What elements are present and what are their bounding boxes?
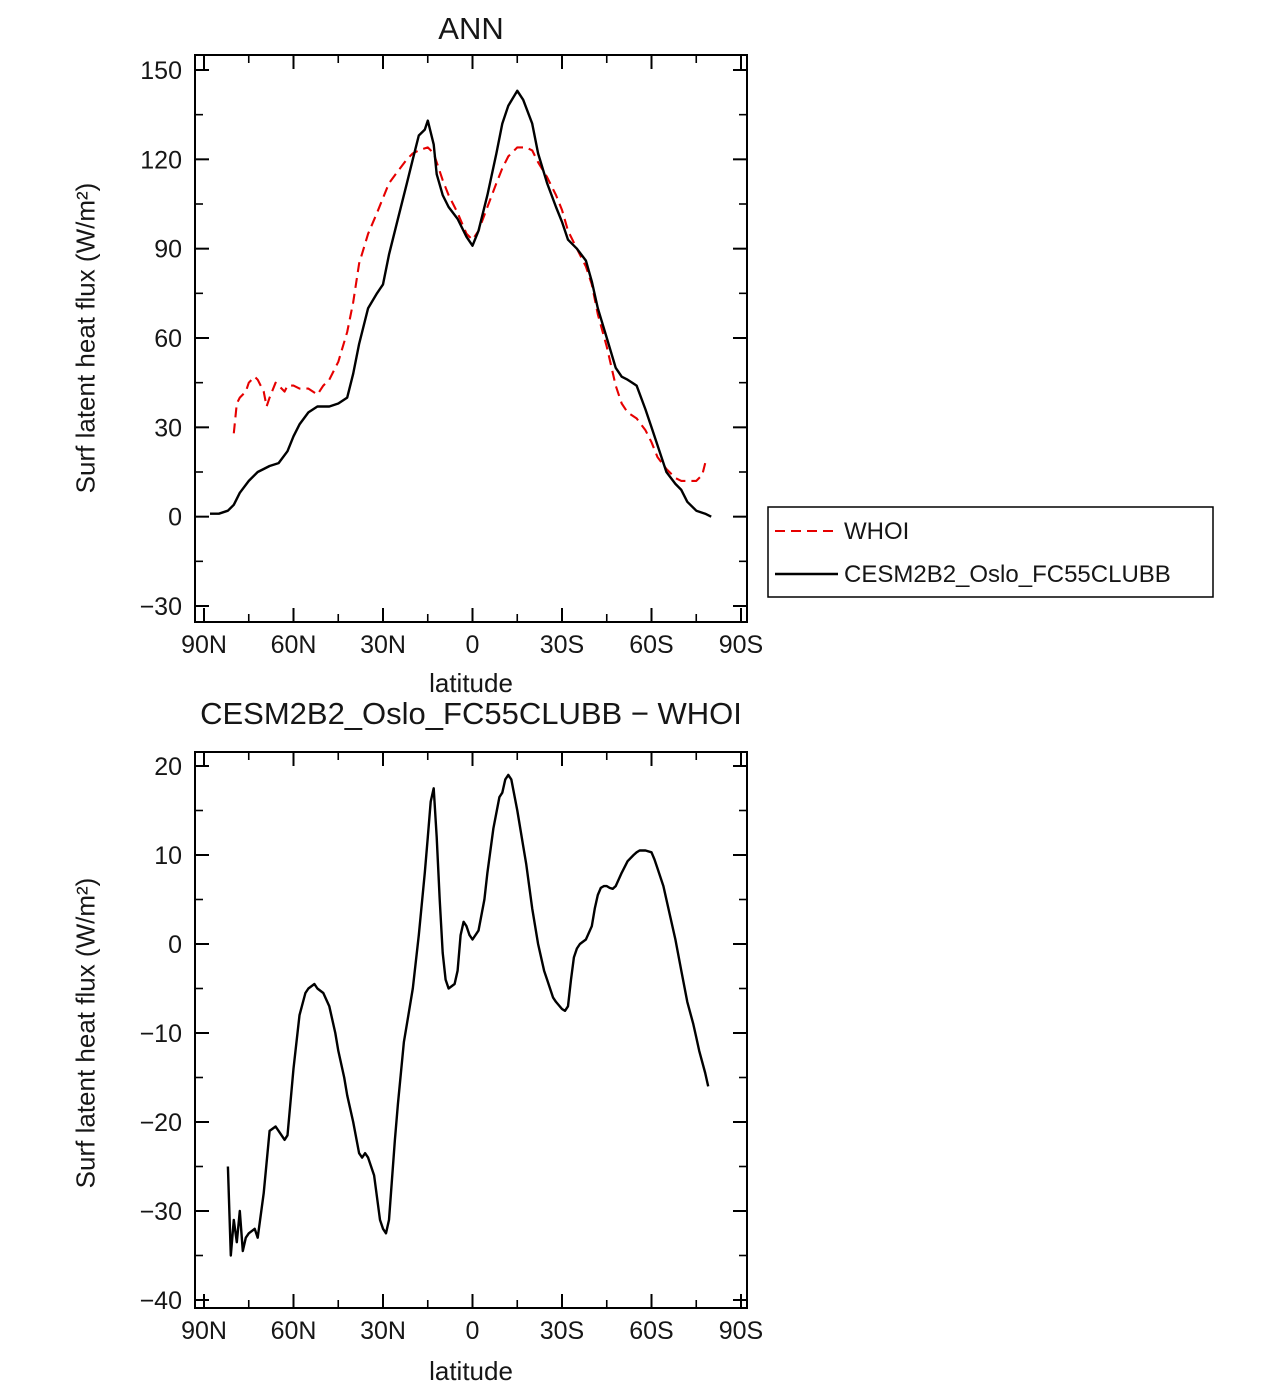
x-tick-label: 60S [629,631,673,659]
y-tick-label: 150 [140,57,182,85]
chart2-title: CESM2B2_Oslo_FC55CLUBB − WHOI [200,696,742,731]
y-tick-label: 20 [154,753,182,781]
chart1-x-axis-label: latitude [429,668,513,698]
x-tick-label: 60S [629,1317,673,1345]
x-tick-label: 0 [466,1317,480,1345]
x-tick-label: 30N [360,631,406,659]
chart-2: 90N 60N 30N 0 30S 60S 90S 20 10 0 −10 −20 −30 −40 [140,751,763,1345]
plot-frame [194,751,748,1309]
legend-box [767,506,1214,598]
series-line-CESM2B2_Oslo_FC55CLUBB-−-WHOI [226,773,710,1257]
chart-1: 90N 60N 30N 0 30S 60S 90S 150 120 90 60 30 0 −30 WHOI C… [140,54,1214,659]
y-tick-label: −30 [140,593,182,621]
y-tick-label: 30 [154,414,182,442]
series-line-CESM2B2_Oslo_FC55CLUBB [210,89,712,518]
x-tick-label: 30S [540,1317,584,1345]
x-tick-label: 90S [719,1317,763,1345]
legend-label: CESM2B2_Oslo_FC55CLUBB [844,561,1171,588]
x-tick-label: 90N [181,1317,227,1345]
x-tick-label: 0 [466,631,480,659]
x-tick-label: 60N [271,631,317,659]
y-tick-label: 0 [168,931,182,959]
chart2-y-axis-label: Surf latent heat flux (W/m²) [70,877,101,1189]
chart1-title: ANN [438,11,504,46]
y-tick-label: −10 [140,1020,182,1048]
plot-frame [194,54,748,623]
legend-label: WHOI [844,518,909,545]
x-tick-label: 60N [271,1317,317,1345]
y-tick-label: −30 [140,1198,182,1226]
legend: WHOI CESM2B2_Oslo_FC55CLUBB [767,506,1214,598]
y-tick-label: 90 [154,236,182,264]
x-tick-label: 90S [719,631,763,659]
y-tick-label: −40 [140,1287,182,1315]
y-tick-label: 10 [154,842,182,870]
x-tick-label: 30N [360,1317,406,1345]
y-tick-label: −20 [140,1109,182,1137]
x-tick-label: 30S [540,631,584,659]
x-tick-label: 90N [181,631,227,659]
y-tick-label: 0 [168,504,182,532]
y-tick-label: 60 [154,325,182,353]
chart1-y-axis-label: Surf latent heat flux (W/m²) [70,182,101,494]
chart2-x-axis-label: latitude [429,1356,513,1386]
series-line-WHOI [232,146,707,482]
y-tick-label: 120 [140,146,182,174]
